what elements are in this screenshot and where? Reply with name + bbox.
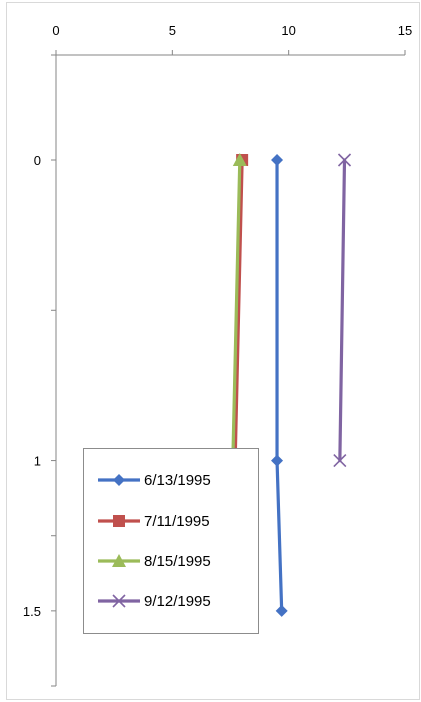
legend-key-2 (98, 515, 140, 527)
legend-key-1 (98, 474, 140, 486)
legend-entry-3: 8/15/1995 (96, 550, 211, 572)
legend-label: 7/11/1995 (144, 512, 210, 530)
x-tick-label: 5 (169, 23, 176, 38)
marker-stroke (112, 594, 126, 608)
series-line (275, 158, 284, 613)
legend-entry-2: 7/11/1995 (96, 510, 210, 532)
data-point (271, 454, 284, 467)
y-tick-label: 1.5 (23, 604, 41, 619)
legend-label: 9/12/1995 (144, 592, 211, 610)
marker-stroke (337, 153, 352, 167)
legend-marker (113, 515, 125, 527)
series-4 (333, 153, 352, 468)
data-point (333, 454, 347, 468)
data-point (232, 153, 247, 166)
series-line (231, 158, 242, 463)
y-tick-label: 0 (34, 153, 41, 168)
data-point (337, 153, 352, 167)
y-tick-label: 1 (34, 454, 41, 469)
legend-key-4 (98, 594, 140, 608)
legend-marker (112, 594, 126, 608)
x-tick-label: 0 (52, 23, 59, 38)
legend-marker (113, 474, 125, 486)
legend: 6/13/1995 7/11/1995 8/15/1995 9/12/1995 (83, 448, 259, 634)
chart-frame (6, 2, 420, 700)
legend-marker (112, 554, 126, 567)
legend-key-3 (98, 554, 140, 567)
legend-label: 6/13/1995 (144, 471, 211, 489)
series-1 (271, 154, 288, 617)
series-line (233, 158, 244, 463)
series-layer (225, 153, 352, 617)
legend-entry-1: 6/13/1995 (96, 469, 211, 491)
legend-label: 8/15/1995 (144, 552, 211, 570)
axes: 0 5 10 15 0 1 1.5 (23, 23, 412, 687)
series-line (338, 158, 347, 463)
marker-stroke (333, 454, 347, 468)
data-point (275, 604, 288, 617)
x-tick-label: 15 (398, 23, 412, 38)
x-tick-label: 10 (281, 23, 295, 38)
data-point (271, 154, 284, 166)
legend-entry-4: 9/12/1995 (96, 590, 211, 612)
